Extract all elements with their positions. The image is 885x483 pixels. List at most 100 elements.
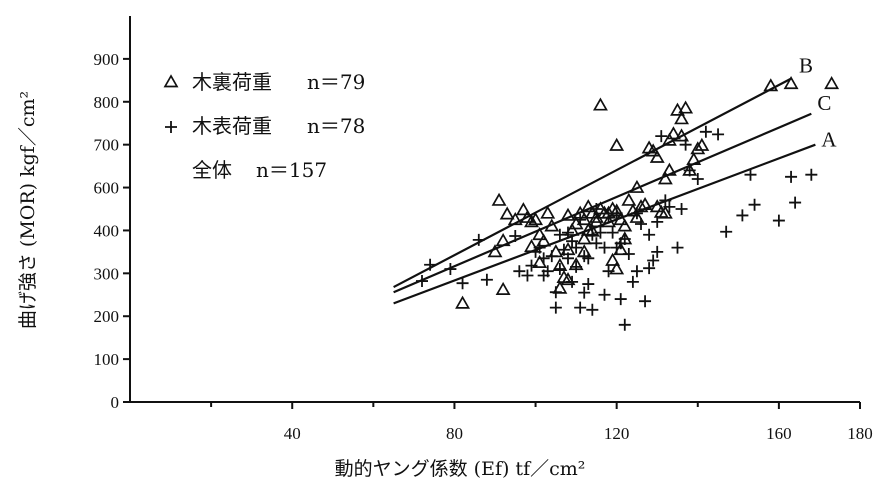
- data-point-triangle: [588, 214, 604, 228]
- data-point-plus: [578, 286, 591, 299]
- data-point-triangle: [592, 97, 608, 111]
- data-point-plus: [566, 235, 579, 248]
- data-point-plus: [671, 241, 684, 254]
- data-point-plus: [618, 233, 631, 246]
- data-point-plus: [736, 209, 749, 222]
- data-point-plus: [618, 318, 631, 331]
- data-point-triangle: [609, 137, 625, 151]
- y-axis-title: 曲げ強さ (MOR) kgf／cm²: [17, 91, 39, 329]
- data-point-plus: [602, 265, 615, 278]
- legend-label-total: 全体: [192, 158, 232, 182]
- data-point-triangle: [560, 272, 576, 286]
- data-point-plus: [456, 277, 469, 290]
- data-point-plus: [574, 213, 587, 226]
- y-axis-ticks: 0 100 200 300 400 600 700 800 900: [94, 50, 130, 412]
- data-point-plus: [549, 301, 562, 314]
- data-point-plus: [424, 258, 437, 271]
- data-point-plus: [663, 200, 676, 213]
- data-point-triangle: [694, 137, 710, 151]
- x-tick-label-80: 80: [446, 424, 463, 443]
- data-point-triangle: [617, 218, 633, 232]
- data-point-triangle: [645, 143, 661, 157]
- legend-plus-icon: [165, 121, 177, 133]
- data-point-plus: [785, 170, 798, 183]
- data-point-plus: [614, 293, 627, 306]
- data-point-triangle: [649, 199, 665, 213]
- x-tick-label-180: 180: [847, 424, 873, 443]
- data-point-plus: [699, 125, 712, 138]
- data-point-triangle: [690, 141, 706, 155]
- data-point-triangle: [540, 205, 556, 219]
- data-point-plus: [444, 263, 457, 276]
- y-tick-label-800: 800: [94, 93, 120, 112]
- data-point-plus: [643, 228, 656, 241]
- data-point-triangle: [824, 76, 840, 90]
- x-tick-label-40: 40: [284, 424, 301, 443]
- data-point-plus: [691, 172, 704, 185]
- x-axis-title: 動的ヤング係数 (Ef) tf／cm²: [335, 458, 586, 480]
- data-point-triangle: [532, 227, 548, 241]
- data-point-triangle: [455, 295, 471, 309]
- data-point-plus: [570, 260, 583, 273]
- data-point-plus: [598, 288, 611, 301]
- data-point-plus: [655, 130, 668, 143]
- data-point-triangle: [576, 231, 592, 245]
- data-point-plus: [651, 215, 664, 228]
- data-point-plus: [630, 265, 643, 278]
- data-point-plus: [480, 273, 493, 286]
- data-point-plus: [675, 203, 688, 215]
- legend-count-total: n＝157: [256, 158, 327, 182]
- data-point-plus: [594, 226, 607, 239]
- y-tick-label-0: 0: [111, 393, 120, 412]
- data-point-plus: [574, 301, 587, 314]
- data-point-plus: [582, 278, 595, 291]
- data-point-triangle: [580, 199, 596, 213]
- regression-line-C: [393, 112, 812, 294]
- data-point-triangle: [649, 149, 665, 163]
- data-point-triangle: [629, 209, 645, 223]
- data-point-triangle: [783, 76, 799, 90]
- legend-plus-marker: [165, 121, 177, 133]
- data-point-plus: [683, 164, 696, 177]
- regression-line-label-B: B: [799, 54, 813, 78]
- axes: [129, 16, 860, 403]
- data-point-plus: [805, 168, 818, 181]
- data-point-plus: [472, 233, 485, 246]
- data-point-triangle: [629, 179, 645, 193]
- regression-lines: BCA: [393, 54, 837, 305]
- data-point-plus: [553, 263, 566, 276]
- data-point-triangle: [536, 233, 552, 247]
- data-point-plus: [566, 275, 579, 288]
- data-point-triangle: [515, 202, 531, 216]
- data-point-plus: [582, 252, 595, 265]
- data-point-triangle: [657, 171, 673, 185]
- data-point-plus: [643, 262, 656, 275]
- data-point-triangle: [633, 199, 649, 213]
- data-point-plus: [647, 254, 660, 267]
- data-point-triangle: [657, 205, 673, 219]
- data-point-plus: [630, 207, 643, 220]
- data-point-plus: [586, 303, 599, 316]
- data-point-triangle: [584, 205, 600, 219]
- data-point-triangle: [763, 78, 779, 92]
- data-point-plus: [606, 226, 619, 239]
- data-point-triangle: [613, 212, 629, 226]
- regression-line-label-C: C: [817, 91, 831, 115]
- data-point-triangle: [661, 132, 677, 146]
- x-axis-ticks: 40 80 120 160 180: [210, 402, 873, 443]
- data-point-triangle: [609, 261, 625, 275]
- legend-label-ura: 木裏荷重: [192, 70, 272, 94]
- data-point-triangle: [495, 281, 511, 295]
- data-point-plus: [626, 275, 639, 288]
- data-point-plus: [598, 241, 611, 254]
- y-tick-label-600: 600: [94, 179, 120, 198]
- y-tick-label-100: 100: [94, 350, 120, 369]
- legend-count-ura: n＝79: [307, 70, 365, 94]
- data-point-triangle: [674, 128, 690, 142]
- data-point-plus: [744, 168, 757, 181]
- series-triangle-points: [455, 76, 840, 309]
- data-point-plus: [622, 248, 635, 261]
- data-point-plus: [549, 286, 562, 299]
- data-point-plus: [679, 138, 692, 151]
